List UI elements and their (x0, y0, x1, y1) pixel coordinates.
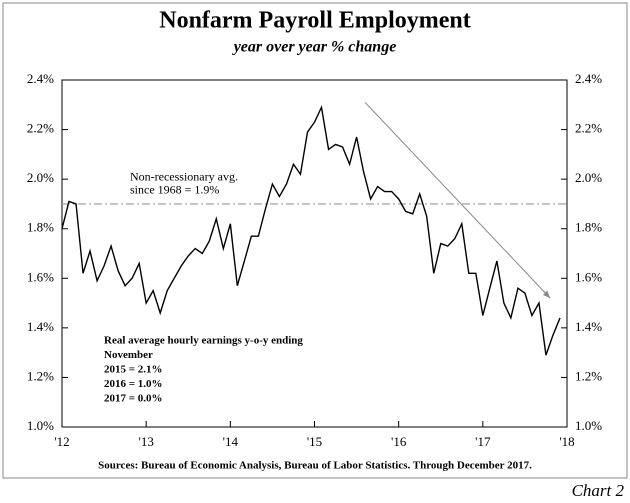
reference-label: Non-recessionary avg. (130, 170, 238, 184)
x-tick-label: '13 (138, 434, 153, 449)
source-note: Sources: Bureau of Economic Analysis, Bu… (98, 460, 532, 472)
y2-tick-label: 2.4% (575, 71, 602, 86)
annotation: November (104, 349, 153, 361)
y-tick-label: 2.4% (27, 71, 54, 86)
y2-tick-label: 1.6% (575, 269, 602, 284)
y2-tick-label: 1.4% (575, 319, 602, 334)
y-tick-label: 1.0% (27, 418, 54, 433)
chart-label: Chart 2 (572, 481, 625, 500)
annotation: 2015 = 2.1% (104, 364, 163, 376)
y2-tick-label: 2.0% (575, 170, 602, 185)
x-tick-label: '17 (475, 434, 491, 449)
y-tick-label: 1.8% (27, 220, 54, 235)
arrow-head (542, 290, 551, 299)
annotation: 2017 = 0.0% (104, 393, 163, 405)
trend-arrow (364, 101, 551, 299)
annotation: Real average hourly earnings y-o-y endin… (104, 335, 303, 347)
y-tick-label: 2.0% (27, 170, 54, 185)
x-tick-label: '12 (54, 434, 69, 449)
y2-tick-label: 2.2% (575, 121, 602, 136)
y-tick-label: 1.4% (27, 319, 54, 334)
series-line (61, 104, 561, 356)
y-tick-label: 1.6% (27, 269, 54, 284)
x-tick-label: '16 (391, 434, 407, 449)
chart-title: Nonfarm Payroll Employment (159, 8, 471, 34)
y2-tick-label: 1.0% (575, 418, 602, 433)
y2-tick-label: 1.8% (575, 220, 602, 235)
x-tick-label: '18 (559, 434, 574, 449)
annotation: 2016 = 1.0% (104, 378, 163, 390)
y2-tick-label: 1.2% (575, 368, 602, 383)
x-tick-label: '14 (223, 434, 239, 449)
y-tick-label: 1.2% (27, 368, 54, 383)
chart-subtitle: year over year % change (232, 39, 397, 56)
y-tick-label: 2.2% (27, 121, 54, 136)
chart-frame (2, 2, 628, 479)
x-tick-label: '15 (307, 434, 322, 449)
reference-label: since 1968 = 1.9% (130, 183, 219, 197)
